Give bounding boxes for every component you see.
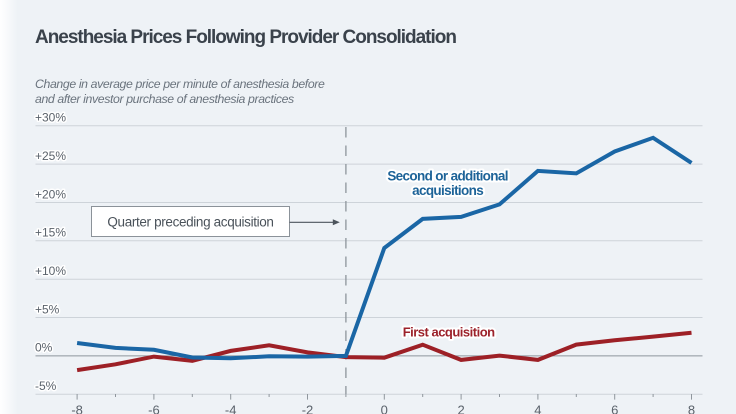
svg-text:-6: -6 <box>148 403 160 414</box>
svg-text:acquisitions: acquisitions <box>412 183 483 198</box>
svg-text:0%: 0% <box>35 341 53 355</box>
svg-text:+20%: +20% <box>35 187 66 201</box>
svg-text:+30%: +30% <box>35 111 66 125</box>
svg-text:-8: -8 <box>71 403 83 414</box>
svg-text:0: 0 <box>381 403 388 414</box>
svg-text:+15%: +15% <box>35 226 66 240</box>
svg-text:2: 2 <box>457 403 464 414</box>
svg-text:-5%: -5% <box>35 379 57 393</box>
svg-text:4: 4 <box>534 403 541 414</box>
svg-text:+10%: +10% <box>35 264 66 278</box>
svg-text:First acquisition: First acquisition <box>403 324 495 339</box>
svg-text:8: 8 <box>688 403 695 414</box>
svg-text:Second or additional: Second or additional <box>387 168 508 183</box>
svg-text:-4: -4 <box>225 403 237 414</box>
svg-text:+5%: +5% <box>35 302 60 316</box>
svg-text:Quarter preceding acquisition: Quarter preceding acquisition <box>107 215 273 230</box>
svg-text:+25%: +25% <box>35 149 66 163</box>
svg-text:-2: -2 <box>302 403 314 414</box>
svg-text:6: 6 <box>611 403 618 414</box>
